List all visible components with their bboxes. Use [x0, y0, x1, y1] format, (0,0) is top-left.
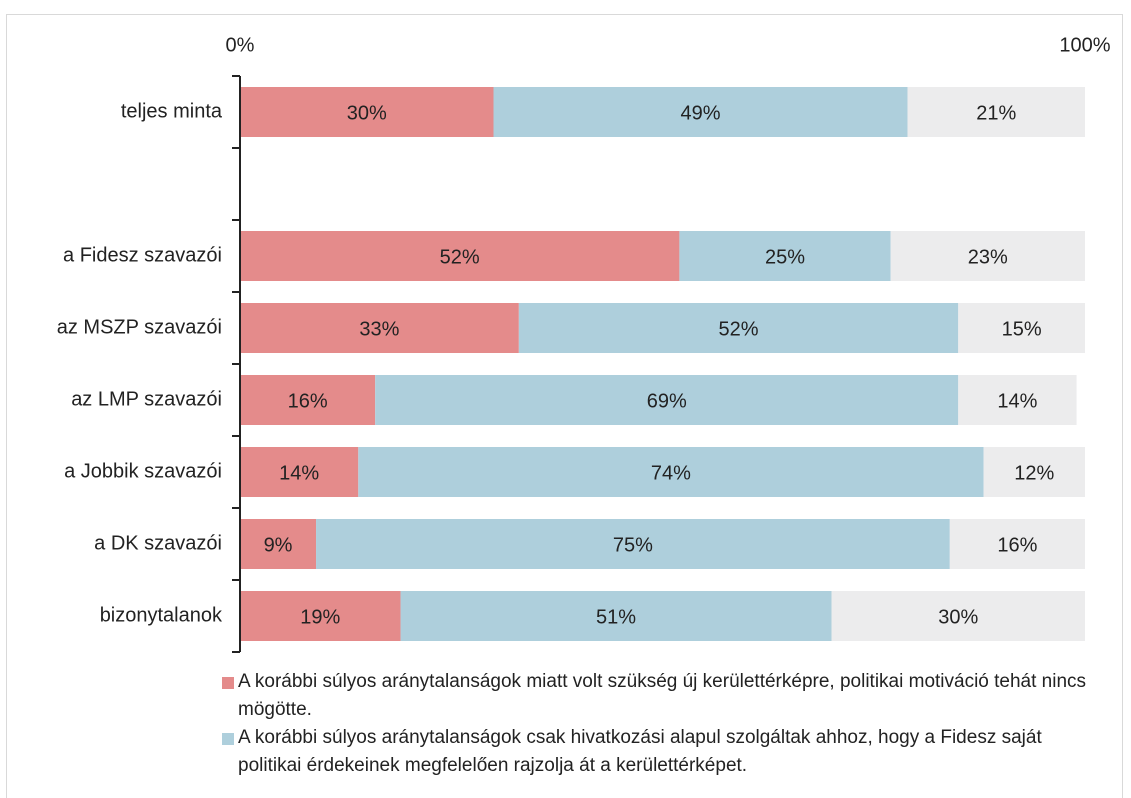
bar-segment	[240, 591, 401, 641]
legend-label: A korábbi súlyos aránytalanságok miatt v…	[238, 671, 1087, 720]
value-label: 52%	[719, 318, 759, 340]
bar-segment	[890, 231, 1085, 281]
value-label: 9%	[264, 534, 293, 556]
value-label: 19%	[300, 606, 340, 628]
bar-segment	[375, 375, 959, 425]
value-label: 52%	[440, 246, 480, 268]
legend-swatch	[222, 733, 234, 745]
value-label: 69%	[647, 390, 687, 412]
legend-swatch	[222, 677, 234, 689]
value-label: 21%	[976, 102, 1016, 124]
value-label: 15%	[1002, 318, 1042, 340]
value-label: 25%	[765, 246, 805, 268]
bar-segment	[949, 519, 1085, 569]
x-tick-label: 0%	[226, 34, 255, 56]
bar-segment	[240, 375, 376, 425]
bar-segment	[240, 231, 680, 281]
y-tick-label: bizonytalanok	[100, 604, 223, 626]
legend-label: A korábbi súlyos aránytalanságok csak hi…	[238, 727, 1042, 776]
value-label: 30%	[347, 102, 387, 124]
x-tick-label: 100%	[1059, 34, 1110, 56]
value-label: 14%	[279, 462, 319, 484]
value-label: 14%	[997, 390, 1037, 412]
bar-segment	[831, 591, 1085, 641]
value-label: 33%	[359, 318, 399, 340]
bar-segment	[983, 447, 1085, 497]
bar-segment	[400, 591, 832, 641]
bar-segment	[679, 231, 891, 281]
bar-segment	[493, 87, 908, 137]
value-label: 16%	[997, 534, 1037, 556]
frame	[6, 14, 1123, 798]
legend-item: A korábbi súlyos aránytalanságok miatt v…	[222, 668, 1102, 724]
bar-segment	[518, 303, 959, 353]
y-tick-label: teljes minta	[121, 100, 223, 122]
bar-segment	[958, 303, 1085, 353]
bar-segment	[240, 87, 494, 137]
value-label: 49%	[681, 102, 721, 124]
legend: A korábbi súlyos aránytalanságok miatt v…	[222, 668, 1102, 780]
value-label: 75%	[613, 534, 653, 556]
bar-segment	[358, 447, 984, 497]
value-label: 74%	[651, 462, 691, 484]
value-label: 12%	[1014, 462, 1054, 484]
value-label: 51%	[596, 606, 636, 628]
bar-segment	[240, 303, 519, 353]
bar-segment	[240, 447, 359, 497]
value-label: 16%	[288, 390, 328, 412]
value-label: 23%	[968, 246, 1008, 268]
legend-item: A korábbi súlyos aránytalanságok csak hi…	[222, 724, 1102, 780]
y-tick-label: a DK szavazói	[94, 532, 222, 554]
y-tick-label: a Fidesz szavazói	[63, 244, 222, 266]
bar-segment	[907, 87, 1085, 137]
bar-segment	[958, 375, 1077, 425]
bar-segment	[316, 519, 950, 569]
y-tick-label: a Jobbik szavazói	[64, 460, 222, 482]
bar-segment	[240, 519, 317, 569]
value-label: 30%	[938, 606, 978, 628]
y-tick-label: az MSZP szavazói	[57, 316, 222, 338]
y-tick-label: az LMP szavazói	[71, 388, 222, 410]
